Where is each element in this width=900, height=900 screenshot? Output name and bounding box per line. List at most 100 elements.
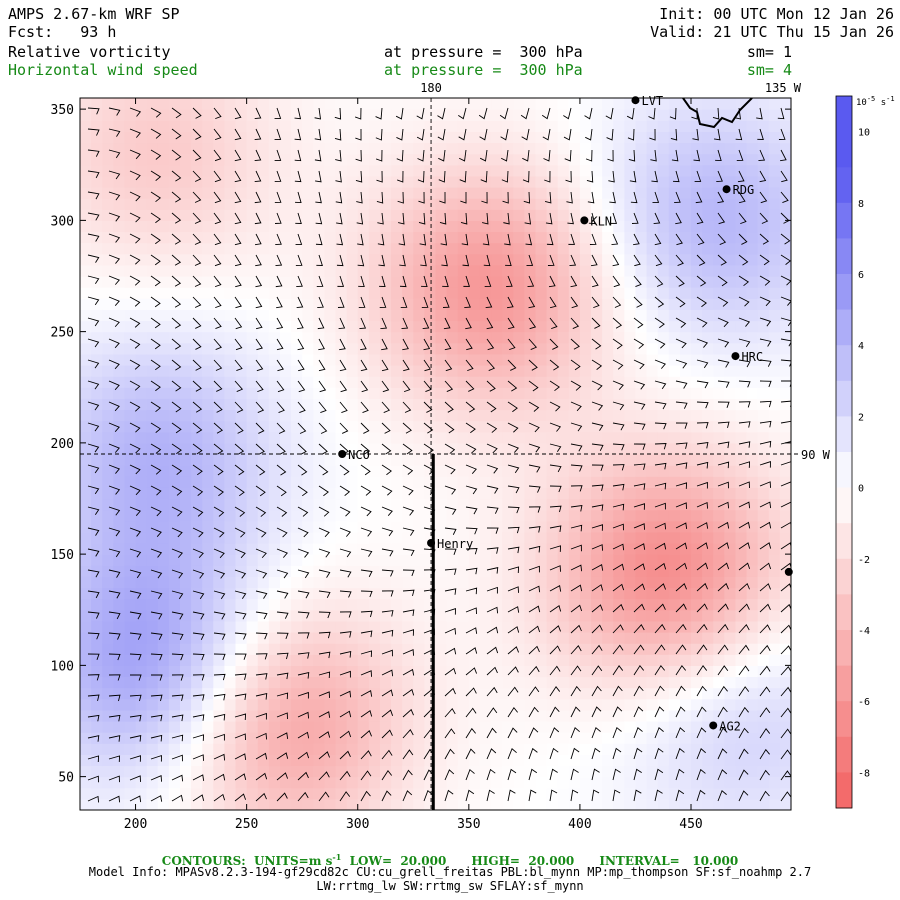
wind-barb bbox=[486, 768, 496, 781]
vorticity-cell bbox=[113, 276, 126, 288]
vorticity-cell bbox=[191, 609, 203, 622]
vorticity-cell bbox=[335, 298, 348, 310]
wind-barb bbox=[528, 768, 538, 781]
vorticity-cell bbox=[424, 109, 437, 121]
vorticity-cell bbox=[579, 153, 592, 166]
vorticity-cell bbox=[224, 498, 237, 511]
vorticity-cell bbox=[668, 798, 681, 810]
vorticity-cell bbox=[291, 431, 303, 444]
vorticity-cell bbox=[391, 331, 403, 344]
vorticity-cell bbox=[102, 331, 114, 344]
wind-barb bbox=[444, 485, 457, 495]
vorticity-cell bbox=[202, 520, 214, 533]
vorticity-cell bbox=[357, 787, 370, 800]
vorticity-cell bbox=[357, 598, 370, 611]
wind-barb bbox=[108, 380, 120, 391]
wind-barb bbox=[171, 548, 183, 558]
vorticity-cell bbox=[80, 409, 92, 422]
vorticity-cell bbox=[657, 698, 670, 711]
wind-barb bbox=[563, 128, 572, 141]
vorticity-cell bbox=[302, 531, 314, 544]
vorticity-cell bbox=[624, 431, 637, 444]
wind-barb bbox=[295, 191, 302, 204]
vorticity-cell bbox=[479, 187, 492, 199]
vorticity-cell bbox=[524, 120, 537, 132]
wind-barb bbox=[192, 694, 205, 701]
wind-barb bbox=[192, 296, 202, 308]
wind-barb bbox=[87, 212, 100, 221]
vorticity-cell bbox=[157, 242, 170, 255]
wind-barb bbox=[276, 296, 283, 309]
vorticity-cell bbox=[413, 565, 425, 577]
vorticity-cell bbox=[624, 309, 637, 322]
wind-barb bbox=[591, 275, 599, 288]
vorticity-cell bbox=[246, 276, 259, 288]
vorticity-cell bbox=[691, 231, 703, 244]
vorticity-cell bbox=[502, 98, 514, 110]
vorticity-cell bbox=[457, 153, 470, 166]
wind-barb bbox=[297, 569, 310, 579]
vorticity-cell bbox=[335, 120, 348, 132]
vorticity-cell bbox=[113, 131, 126, 144]
vorticity-cell bbox=[479, 598, 492, 611]
vorticity-cell bbox=[202, 442, 214, 455]
vorticity-cell bbox=[779, 98, 791, 110]
vorticity-cell bbox=[446, 531, 459, 544]
vorticity-cell bbox=[213, 431, 226, 444]
vorticity-cell bbox=[268, 220, 281, 233]
vorticity-cell bbox=[335, 498, 348, 511]
vorticity-cell bbox=[579, 476, 592, 488]
vorticity-cell bbox=[635, 465, 648, 477]
wind-barb bbox=[129, 694, 142, 702]
vorticity-cell bbox=[413, 376, 425, 388]
vorticity-cell bbox=[679, 209, 692, 221]
vorticity-cell bbox=[746, 353, 759, 366]
vorticity-cell bbox=[624, 131, 637, 144]
vorticity-cell bbox=[502, 609, 514, 622]
vorticity-cell bbox=[579, 509, 592, 522]
vorticity-cell bbox=[302, 264, 314, 277]
wind-barb bbox=[192, 422, 203, 434]
vorticity-cell bbox=[668, 98, 681, 110]
vorticity-cell bbox=[202, 509, 214, 522]
wind-barb bbox=[318, 569, 331, 578]
vorticity-cell bbox=[135, 420, 148, 433]
vorticity-cell bbox=[246, 420, 259, 433]
vorticity-cell bbox=[735, 798, 748, 810]
vorticity-cell bbox=[479, 209, 492, 221]
vorticity-cell bbox=[113, 242, 126, 255]
vorticity-cell bbox=[557, 287, 570, 299]
vorticity-cell bbox=[468, 264, 481, 277]
wind-barb bbox=[318, 731, 331, 739]
vorticity-cell bbox=[135, 142, 148, 155]
vorticity-cell bbox=[779, 576, 791, 589]
vorticity-cell bbox=[313, 709, 326, 722]
vorticity-cell bbox=[702, 465, 714, 477]
wind-barb bbox=[444, 422, 455, 434]
vorticity-cell bbox=[768, 487, 781, 500]
vorticity-cell bbox=[291, 576, 303, 589]
vorticity-cell bbox=[346, 187, 359, 199]
vorticity-cell bbox=[157, 231, 170, 244]
vorticity-cell bbox=[368, 520, 381, 533]
wind-barb bbox=[528, 645, 540, 655]
vorticity-cell bbox=[513, 442, 525, 455]
vorticity-cell bbox=[135, 798, 148, 810]
vorticity-cell bbox=[468, 776, 481, 789]
vorticity-cell bbox=[513, 565, 525, 577]
wind-barb bbox=[171, 296, 182, 308]
wind-barb bbox=[631, 212, 639, 224]
wind-barb bbox=[254, 149, 262, 162]
wind-barb bbox=[402, 589, 415, 597]
vorticity-cell bbox=[335, 743, 348, 755]
wind-barb bbox=[506, 275, 513, 287]
vorticity-cell bbox=[679, 798, 692, 810]
vorticity-cell bbox=[268, 743, 281, 755]
wind-barb bbox=[150, 212, 161, 224]
vorticity-cell bbox=[402, 576, 414, 589]
vorticity-cell bbox=[602, 498, 614, 511]
vorticity-cell bbox=[146, 309, 159, 322]
vorticity-cell bbox=[402, 387, 414, 399]
vorticity-cell bbox=[402, 131, 414, 144]
wind-barb bbox=[549, 317, 558, 330]
